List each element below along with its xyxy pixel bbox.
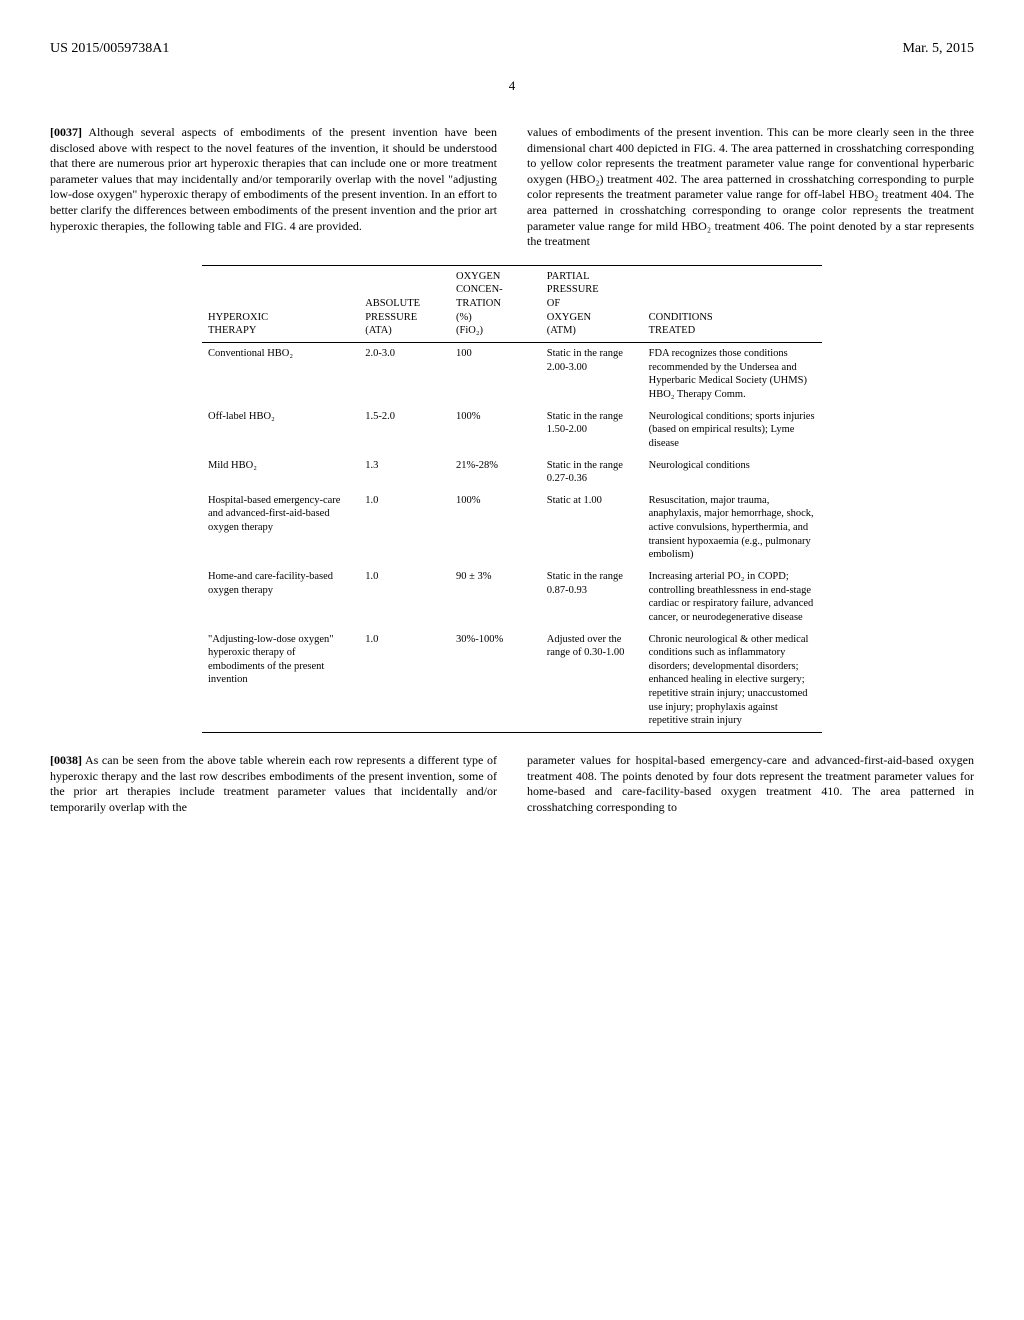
- th-conditions-l1: CONDITIONS: [649, 312, 713, 323]
- th-o2-l1: OXYGEN: [456, 271, 500, 282]
- th-partial: PARTIAL PRESSURE OF OXYGEN (ATM): [541, 265, 643, 342]
- cell-o2: 21%-28%: [450, 455, 541, 490]
- cell-partial: Static in the range 0.87-0.93: [541, 566, 643, 629]
- cell-pressure: 1.0: [359, 490, 450, 566]
- cell-conditions: Neurological conditions: [643, 455, 822, 490]
- outro-right-col: parameter values for hospital-based emer…: [527, 753, 974, 815]
- cell-conditions: Resuscitation, major trauma, anaphylaxis…: [643, 490, 822, 566]
- cell-conditions: FDA recognizes those conditions recommen…: [643, 343, 822, 406]
- cell-therapy: Conventional HBO₂: [202, 343, 359, 406]
- th-partial-l5: (ATM): [547, 325, 576, 336]
- cell-therapy: "Adjusting-low-dose oxygen" hyperoxic th…: [202, 629, 359, 733]
- cell-conditions: Increasing arterial PO₂ in COPD; control…: [643, 566, 822, 629]
- intro-right-text: values of embodiments of the present inv…: [527, 125, 974, 248]
- cell-o2: 100%: [450, 406, 541, 455]
- th-partial-l4: OXYGEN: [547, 312, 591, 323]
- th-conditions: CONDITIONS TREATED: [643, 265, 822, 342]
- cell-partial: Static at 1.00: [541, 490, 643, 566]
- table-row: Conventional HBO₂ 2.0-3.0 100 Static in …: [202, 343, 822, 406]
- intro-left-col: [0037] Although several aspects of embod…: [50, 125, 497, 250]
- cell-conditions: Chronic neurological & other medical con…: [643, 629, 822, 733]
- cell-therapy: Mild HBO₂: [202, 455, 359, 490]
- th-therapy: HYPEROXIC THERAPY: [202, 265, 359, 342]
- cell-therapy: Hospital-based emergency-care and advanc…: [202, 490, 359, 566]
- th-o2: OXYGEN CONCEN- TRATION (%) (FiO₂): [450, 265, 541, 342]
- para-num-0038: [0038]: [50, 753, 82, 767]
- th-pressure-l2: PRESSURE: [365, 312, 417, 323]
- cell-pressure: 1.5-2.0: [359, 406, 450, 455]
- cell-therapy: Home-and care-facility-based oxygen ther…: [202, 566, 359, 629]
- cell-partial: Adjusted over the range of 0.30-1.00: [541, 629, 643, 733]
- th-o2-l3: TRATION: [456, 298, 501, 309]
- intro-right-col: values of embodiments of the present inv…: [527, 125, 974, 250]
- header-left: US 2015/0059738A1: [50, 40, 169, 58]
- th-o2-l4: (%): [456, 312, 472, 323]
- table-row: Mild HBO₂ 1.3 21%-28% Static in the rang…: [202, 455, 822, 490]
- cell-therapy: Off-label HBO₂: [202, 406, 359, 455]
- th-therapy-l1: HYPEROXIC: [208, 312, 268, 323]
- cell-conditions: Neurological conditions; sports injuries…: [643, 406, 822, 455]
- header-right: Mar. 5, 2015: [902, 40, 974, 58]
- page-number: 4: [50, 78, 974, 95]
- outro-right-text: parameter values for hospital-based emer…: [527, 753, 974, 814]
- th-partial-l3: OF: [547, 298, 560, 309]
- table-row: Home-and care-facility-based oxygen ther…: [202, 566, 822, 629]
- intro-left-text: Although several aspects of embodiments …: [50, 125, 497, 233]
- th-pressure-l1: ABSOLUTE: [365, 298, 420, 309]
- table-row: "Adjusting-low-dose oxygen" hyperoxic th…: [202, 629, 822, 733]
- para-num-0037: [0037]: [50, 125, 82, 139]
- cell-o2: 100%: [450, 490, 541, 566]
- cell-pressure: 2.0-3.0: [359, 343, 450, 406]
- cell-o2: 90 ± 3%: [450, 566, 541, 629]
- th-therapy-l2: THERAPY: [208, 325, 256, 336]
- th-pressure-l3: (ATA): [365, 325, 392, 336]
- th-partial-l2: PRESSURE: [547, 284, 599, 295]
- cell-pressure: 1.0: [359, 566, 450, 629]
- table-row: Off-label HBO₂ 1.5-2.0 100% Static in th…: [202, 406, 822, 455]
- cell-pressure: 1.3: [359, 455, 450, 490]
- th-o2-l5: (FiO₂): [456, 325, 483, 336]
- therapy-table: HYPEROXIC THERAPY ABSOLUTE PRESSURE (ATA…: [202, 265, 822, 733]
- cell-o2: 100: [450, 343, 541, 406]
- intro-columns: [0037] Although several aspects of embod…: [50, 125, 974, 250]
- th-o2-l2: CONCEN-: [456, 284, 503, 295]
- cell-partial: Static in the range 2.00-3.00: [541, 343, 643, 406]
- th-conditions-l2: TREATED: [649, 325, 696, 336]
- table-row: Hospital-based emergency-care and advanc…: [202, 490, 822, 566]
- cell-partial: Static in the range 0.27-0.36: [541, 455, 643, 490]
- cell-partial: Static in the range 1.50-2.00: [541, 406, 643, 455]
- cell-o2: 30%-100%: [450, 629, 541, 733]
- header-row: US 2015/0059738A1 Mar. 5, 2015: [50, 40, 974, 58]
- cell-pressure: 1.0: [359, 629, 450, 733]
- outro-left-col: [0038] As can be seen from the above tab…: [50, 753, 497, 815]
- th-partial-l1: PARTIAL: [547, 271, 590, 282]
- outro-left-text: As can be seen from the above table wher…: [50, 753, 497, 814]
- outro-columns: [0038] As can be seen from the above tab…: [50, 753, 974, 815]
- th-pressure: ABSOLUTE PRESSURE (ATA): [359, 265, 450, 342]
